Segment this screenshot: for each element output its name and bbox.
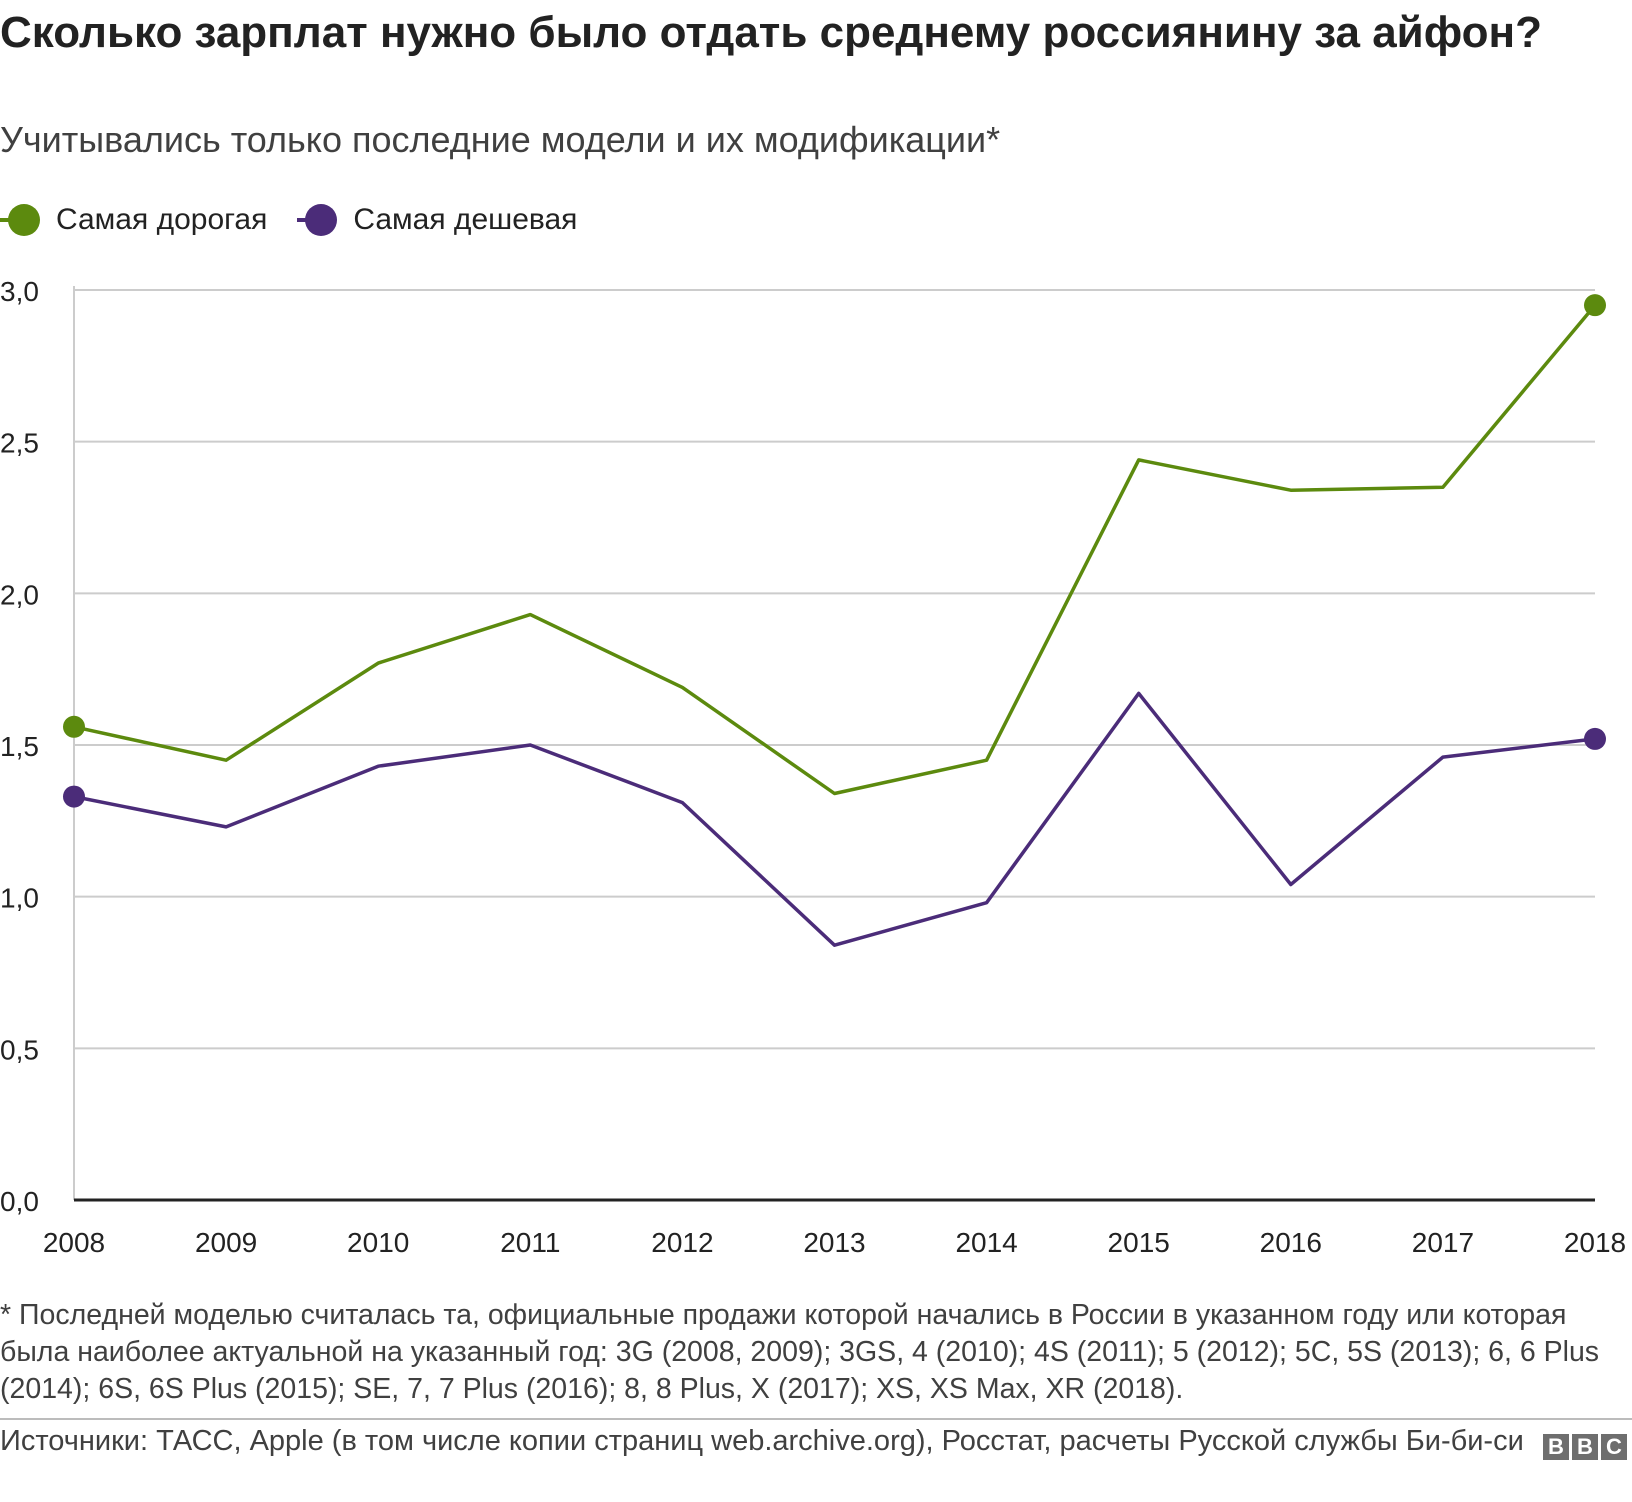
- logo-letter: C: [1601, 1434, 1627, 1460]
- legend-marker-expensive: [0, 203, 40, 237]
- y-tick-label: 1,5: [0, 731, 39, 762]
- legend-label-cheap: Самая дешевая: [353, 203, 578, 236]
- series-point-expensive-end: [1584, 294, 1606, 317]
- footer-divider: [0, 1418, 1632, 1420]
- x-tick-label: 2013: [803, 1227, 865, 1258]
- series-point-cheap-start: [63, 785, 85, 808]
- legend-item-expensive: Самая дорогая: [0, 203, 267, 237]
- footnote: * Последней моделью считалась та, официа…: [0, 1299, 1600, 1405]
- series-line-expensive: [72, 303, 1597, 796]
- x-tick-label: 2012: [651, 1227, 713, 1258]
- legend-marker-cheap: [297, 203, 338, 237]
- y-tick-label: 2,5: [0, 428, 39, 459]
- x-tick-label: 2016: [1260, 1227, 1322, 1258]
- series-line-cheap: [72, 691, 1597, 947]
- x-tick-label: 2017: [1412, 1227, 1474, 1258]
- logo-letter: B: [1543, 1434, 1569, 1460]
- y-tick-label: 0,5: [0, 1034, 39, 1065]
- line-chart: 0,0 0,5 1,0 1,5 2,0 2,5 3,0 2008 2009 2010 2011 201…: [0, 276, 1626, 1258]
- x-tick-label: 2010: [347, 1227, 409, 1258]
- y-tick-label: 1,0: [0, 883, 39, 914]
- legend-label-expensive: Самая дорогая: [56, 203, 268, 236]
- chart-title: Сколько зарплат нужно было отдать средне…: [0, 8, 1542, 57]
- y-tick-label: 0,0: [0, 1186, 39, 1217]
- y-tick-label: 3,0: [0, 276, 39, 307]
- x-tick-label: 2014: [955, 1227, 1017, 1258]
- logo-letter: B: [1572, 1434, 1598, 1460]
- y-tick-label: 2,0: [0, 579, 39, 610]
- x-tick-label: 2008: [43, 1227, 105, 1258]
- source-note: Источники: ТАСС, Apple (в том числе копи…: [0, 1425, 1524, 1457]
- x-tick-label: 2018: [1564, 1227, 1626, 1258]
- bbc-logo: B B C: [1540, 1434, 1627, 1460]
- series-point-expensive-start: [63, 715, 85, 738]
- x-tick-label: 2015: [1108, 1227, 1170, 1258]
- x-tick-label: 2009: [195, 1227, 257, 1258]
- series-point-cheap-end: [1584, 727, 1606, 750]
- legend: Самая дорогая Самая дешевая: [0, 198, 607, 242]
- legend-item-cheap: Самая дешевая: [297, 203, 577, 237]
- chart-subtitle: Учитывались только последние модели и их…: [0, 119, 1001, 160]
- x-tick-label: 2011: [500, 1227, 560, 1258]
